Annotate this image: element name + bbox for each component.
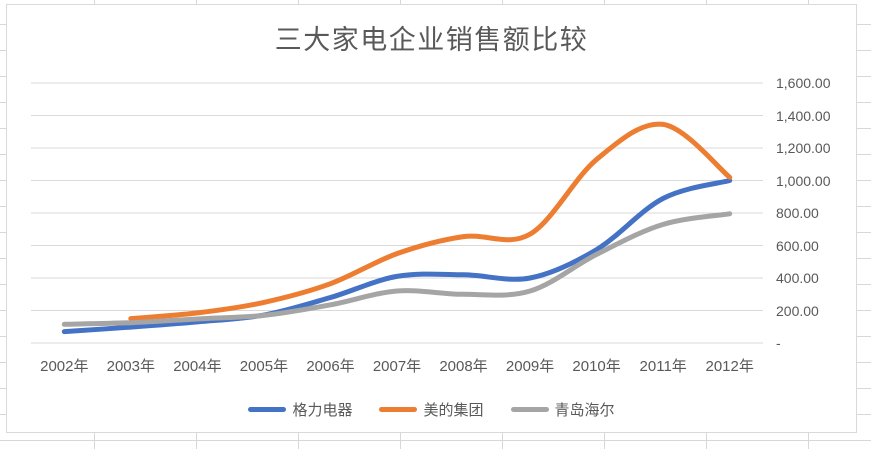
x-axis-label: 2003年 [106, 358, 155, 375]
legend-label-gree: 格力电器 [292, 401, 353, 419]
legend-line-swatch-gree [248, 406, 287, 412]
legend-item-gree[interactable]: 格力电器 [248, 399, 352, 420]
legend[interactable]: 格力电器 美的集团 青岛海尔 [7, 398, 856, 420]
x-axis-label: 2012年 [705, 358, 754, 375]
legend-label-midea: 美的集团 [423, 401, 484, 419]
x-axis-label: 2009年 [505, 358, 555, 375]
x-axis[interactable]: 2002年 2003年 2004年 2005年 2006年 2007年 2008年 2009年… [7, 357, 856, 377]
x-axis-label: 2008年 [439, 358, 488, 375]
legend-item-midea[interactable]: 美的集团 [379, 399, 484, 420]
x-axis-label: 2007年 [372, 358, 422, 375]
chart-object[interactable]: 三大家电企业销售额比较 -200.00 400.00 600.00 800.00 1,0… [6, 4, 857, 433]
legend-item-haier[interactable]: 青岛海尔 [510, 399, 615, 420]
legend-line-swatch-haier [510, 406, 549, 412]
x-axis-label: 2010年 [572, 358, 621, 375]
x-axis-label: 2002年 [40, 358, 89, 375]
series-line-midea[interactable] [128, 121, 733, 322]
plot-area [7, 5, 856, 432]
x-axis-label: 2006年 [306, 358, 355, 375]
series-line-gree[interactable] [61, 178, 733, 335]
legend-label-haier: 青岛海尔 [554, 401, 615, 419]
x-axis-label: 2011年 [639, 358, 687, 375]
chart-title[interactable]: 三大家电企业销售额比较 [274, 25, 589, 55]
x-axis-label: 2005年 [239, 358, 289, 375]
series-line-haier[interactable] [61, 211, 733, 327]
x-axis-label: 2004年 [173, 358, 222, 375]
legend-line-swatch-midea [379, 406, 418, 412]
